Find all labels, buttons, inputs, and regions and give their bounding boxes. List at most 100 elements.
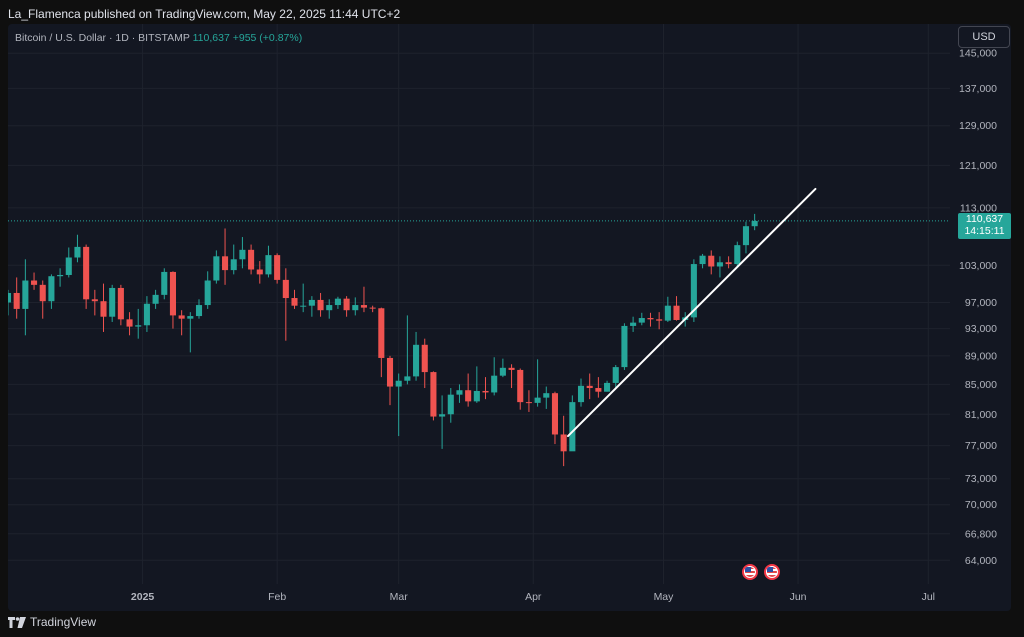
time-tick-label: Mar xyxy=(390,591,409,603)
candle xyxy=(647,312,654,327)
candle xyxy=(300,283,307,313)
candle-body xyxy=(551,393,559,435)
candle xyxy=(39,280,46,319)
candle xyxy=(265,245,272,278)
candle-body xyxy=(48,276,55,302)
candle-body xyxy=(586,385,593,389)
time-tick-label: May xyxy=(654,591,675,603)
interval-label: 1D xyxy=(115,32,129,44)
candle-body xyxy=(326,305,333,311)
candle xyxy=(473,366,480,403)
candle xyxy=(135,308,142,339)
candle-body xyxy=(74,246,81,258)
price-tick-label: 121,000 xyxy=(959,160,997,172)
candle-body xyxy=(248,249,255,270)
candle-body xyxy=(8,292,12,303)
candle-body xyxy=(656,319,663,321)
last-price-tag-value: 110,637 xyxy=(965,212,1004,225)
candle xyxy=(604,380,611,392)
candle xyxy=(256,261,263,284)
candle xyxy=(178,310,185,336)
price-tick-label: 129,000 xyxy=(959,120,997,132)
grid-layer xyxy=(8,24,950,584)
candle xyxy=(291,289,298,309)
candle xyxy=(430,371,437,421)
candle xyxy=(734,241,741,267)
trendline-layer[interactable] xyxy=(566,187,817,438)
candle xyxy=(664,296,671,322)
tradingview-brand: TradingView xyxy=(30,615,97,629)
candle-body xyxy=(595,388,602,392)
candle-body xyxy=(612,367,619,383)
price-tick-label: 73,000 xyxy=(965,473,997,485)
candle xyxy=(334,296,341,309)
candle xyxy=(326,299,333,319)
candle xyxy=(404,315,411,385)
candle xyxy=(456,384,463,403)
candle xyxy=(499,358,506,378)
price-axis[interactable]: 64,000 66,800 70,000 73,000 77,000 81,000 85,0… xyxy=(959,48,997,567)
candle-body xyxy=(560,434,567,452)
candle xyxy=(8,289,12,316)
candle-body xyxy=(630,322,637,326)
candle xyxy=(187,312,194,353)
candle-body xyxy=(413,344,420,377)
tradingview-logo[interactable]: TradingView xyxy=(8,613,96,631)
candle-body xyxy=(161,271,168,295)
candle xyxy=(13,277,20,319)
trendline[interactable] xyxy=(566,187,817,438)
candle xyxy=(161,268,168,300)
currency-button[interactable]: USD xyxy=(958,26,1010,48)
candle xyxy=(239,237,246,269)
candle-body xyxy=(230,259,237,271)
candle-body xyxy=(143,303,150,326)
price-chart[interactable]: 64,000 66,800 70,000 73,000 77,000 81,000 85,0… xyxy=(8,24,1011,611)
exchange-label: BITSTAMP xyxy=(138,32,190,44)
price-tick-label: 93,000 xyxy=(965,323,997,335)
candle-body xyxy=(187,316,194,319)
candle xyxy=(378,307,385,378)
candle-body xyxy=(673,305,680,320)
candle-body xyxy=(439,414,446,417)
candle xyxy=(725,256,732,269)
bar-countdown: 14:15:11 xyxy=(964,225,1005,238)
candle xyxy=(169,271,176,329)
candle-body xyxy=(508,367,515,370)
candle xyxy=(22,259,29,336)
candle-body xyxy=(239,249,246,260)
candle-body xyxy=(13,292,20,309)
symbol-legend[interactable]: Bitcoin / U.S. Dollar · 1D · BITSTAMP 11… xyxy=(15,32,303,44)
us-flag-event-icon[interactable] xyxy=(742,564,759,580)
price-tick-label: 113,000 xyxy=(960,202,997,214)
time-tick-label: Apr xyxy=(525,591,542,603)
us-flag-event-icon[interactable] xyxy=(764,564,781,580)
candle xyxy=(673,296,680,321)
candle xyxy=(482,377,489,400)
candle-body xyxy=(690,264,697,318)
candle xyxy=(595,377,602,398)
price-tick-label: 97,000 xyxy=(965,297,997,309)
candle xyxy=(699,253,706,269)
price-tick-label: 85,000 xyxy=(965,379,997,391)
price-tick-label: 81,000 xyxy=(965,409,997,421)
candle-body xyxy=(421,344,428,373)
candle xyxy=(143,296,150,332)
candle-body xyxy=(577,385,585,403)
candle xyxy=(751,213,758,231)
candle xyxy=(83,244,90,309)
candle-body xyxy=(456,390,463,395)
candle xyxy=(439,395,446,449)
candle-body xyxy=(126,319,133,327)
candle xyxy=(543,386,550,409)
candle-body xyxy=(543,393,550,398)
candle xyxy=(248,244,255,275)
candle xyxy=(204,271,211,309)
candle-body xyxy=(213,256,220,281)
candle-body xyxy=(31,280,38,285)
time-axis[interactable]: 2025 Feb Mar Apr May Jun Jul xyxy=(131,591,935,603)
candle-body xyxy=(465,390,472,402)
candle xyxy=(100,283,107,332)
chart-panel[interactable]: 64,000 66,800 70,000 73,000 77,000 81,000 85,0… xyxy=(8,24,1011,611)
tradingview-logo-icon xyxy=(8,616,26,628)
candle-body xyxy=(222,256,229,271)
